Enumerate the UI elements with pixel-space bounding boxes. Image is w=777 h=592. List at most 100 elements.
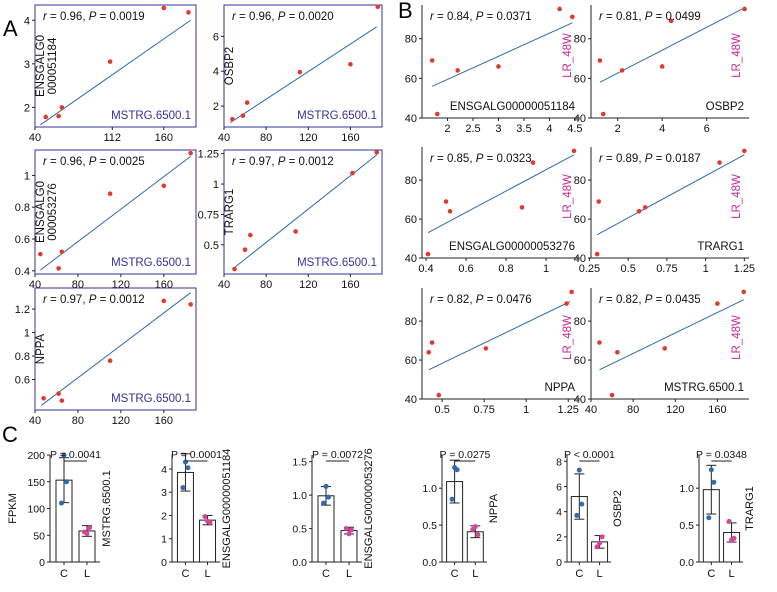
stat-p-value: = 0.0323 — [483, 153, 531, 165]
stat-r-symbol: r — [599, 153, 604, 165]
x-tick-label: 80 — [72, 279, 84, 291]
stats-label: r = 0.97, P = 0.0012 — [43, 294, 145, 306]
gene-axis-label: ENSGALG00000053276 — [363, 448, 375, 568]
x-axis-label: MSTRG.6500.1 — [111, 393, 191, 405]
data-point — [455, 68, 460, 73]
replicate-dot — [82, 529, 87, 535]
x-tick-label: 160 — [341, 279, 359, 291]
gene-axis-label: NPPA — [488, 493, 500, 523]
scatter-plot-8: 0.25 0.5 0.75 1 1.25 40 60 80 r = 0.89, P = 0.01… — [574, 147, 755, 275]
x-tick-label: 40 — [218, 132, 230, 144]
x-tick-label: 0.5 — [435, 404, 450, 416]
x-tick-label: 160 — [341, 132, 359, 144]
x-axis-label: MSTRG.6500.1 — [664, 382, 744, 394]
data-point — [107, 191, 113, 197]
y-tick-label: 6 — [556, 481, 562, 493]
x-tick-label: C — [181, 568, 189, 580]
data-point — [429, 340, 435, 345]
replicate-dot — [180, 485, 186, 491]
data-point — [248, 232, 253, 238]
x-tick-label: 160 — [155, 279, 173, 291]
replicate-dot — [594, 544, 600, 550]
x-tick-label: 0.25 — [579, 263, 600, 275]
y-axis-label: LR_48W — [562, 33, 574, 78]
y-tick-label: 40 — [574, 394, 586, 406]
y-tick-label: 40 — [405, 113, 417, 125]
y-tick-label: 80 — [405, 34, 417, 46]
data-point — [569, 289, 574, 295]
y-tick-label: 0.0 — [422, 557, 437, 569]
x-tick-label: 120 — [666, 404, 684, 416]
data-point — [615, 349, 620, 355]
stat-p-symbol: P — [89, 11, 97, 23]
stat-r-symbol: r — [430, 153, 435, 165]
data-point — [571, 148, 577, 154]
scatter-plot-7: 0.4 0.6 0.8 1 40 60 80 r = 0.85, P = 0.0323 ENSG… — [405, 147, 580, 275]
y-tick-label: 80 — [405, 316, 417, 328]
y-tick-label: 0.5 — [204, 240, 219, 252]
x-tick-label: 120 — [299, 132, 317, 144]
y-tick-label: 40 — [405, 394, 417, 406]
data-point — [564, 301, 569, 306]
x-tick-label: C — [707, 568, 715, 580]
x-tick-label: 4 — [659, 123, 665, 135]
stat-r-symbol: r — [232, 11, 237, 23]
scatter-plot-1: 40 80 120 160 2 4 6 r = 0.96, P = 0.0020 MSTRG.6… — [213, 4, 383, 144]
stat-r-symbol: r — [430, 294, 435, 306]
replicate-dot — [711, 479, 717, 485]
data-point — [742, 148, 747, 154]
y-axis-label: OSBP2 — [224, 47, 236, 85]
y-tick-label: 0.0 — [679, 557, 694, 569]
scatter-plot-0: 40 112 160 2 3 4 r = 0.96, P = 0.0019 MSTRG.650… — [24, 4, 197, 144]
data-point — [715, 301, 720, 306]
y-tick-label: 2 — [24, 102, 30, 114]
p-value-label: P < 0.0001 — [564, 449, 615, 461]
x-tick-label: 4.5 — [567, 123, 582, 135]
y-tick-label: 0.5 — [679, 520, 694, 532]
regression-line — [427, 154, 575, 234]
scatter-plot-9: 0.5 0.75 1 1.25 40 60 80 r = 0.82, P = 0.0476 NP… — [405, 288, 580, 416]
y-axis-label: ENSGALG0 — [35, 35, 47, 97]
y-tick-label: 0.5 — [292, 524, 307, 536]
stat-r-symbol: r — [232, 156, 237, 168]
y-axis-label: TRARG1 — [224, 189, 236, 236]
y-axis-label: LR_48W — [731, 315, 743, 360]
stats-label: r = 0.82, P = 0.0476 — [430, 294, 532, 306]
replicate-dot — [470, 527, 476, 533]
regression-line — [431, 22, 573, 87]
x-axis-label: TRARG1 — [697, 241, 744, 253]
replicate-dot — [185, 465, 191, 471]
x-tick-label: L — [472, 568, 478, 580]
y-tick-label: 3 — [161, 487, 167, 499]
x-tick-label: 3.5 — [516, 123, 531, 135]
panel-label-a: A — [3, 16, 18, 41]
data-point — [188, 302, 193, 307]
stat-r-symbol: r — [43, 294, 48, 306]
stat-p-symbol: P — [645, 11, 653, 23]
x-tick-label: C — [322, 568, 330, 580]
stat-p-value: = 0.0025 — [96, 156, 144, 168]
stat-p-symbol: P — [476, 11, 484, 23]
data-point — [596, 199, 602, 204]
x-tick-label: 40 — [218, 279, 230, 291]
x-tick-label: 0.6 — [458, 263, 473, 275]
y-tick-label: 8 — [556, 456, 562, 468]
data-point — [242, 247, 248, 252]
bar-chart-15: 0 2 4 6 8 C L P < 0.0001 OSBP2 — [556, 449, 624, 580]
y-tick-label: 1.0 — [292, 490, 307, 502]
y-axis-label: LR_48W — [562, 315, 574, 360]
stat-r-symbol: r — [599, 11, 604, 23]
data-point — [107, 59, 113, 64]
stat-p-value: = 0.0435 — [652, 294, 700, 306]
stat-r-value: = 0.97, — [47, 294, 89, 306]
bar-L — [199, 519, 217, 563]
y-axis-label: ENSGALG0 — [35, 181, 47, 243]
x-tick-label: 80 — [260, 279, 272, 291]
y-axis-title: FPKM — [7, 493, 19, 524]
y-tick-label: 100 — [27, 504, 45, 516]
bar-C — [317, 495, 335, 563]
data-point — [636, 208, 642, 214]
data-point — [374, 150, 380, 155]
panel-label-c: C — [2, 422, 18, 447]
